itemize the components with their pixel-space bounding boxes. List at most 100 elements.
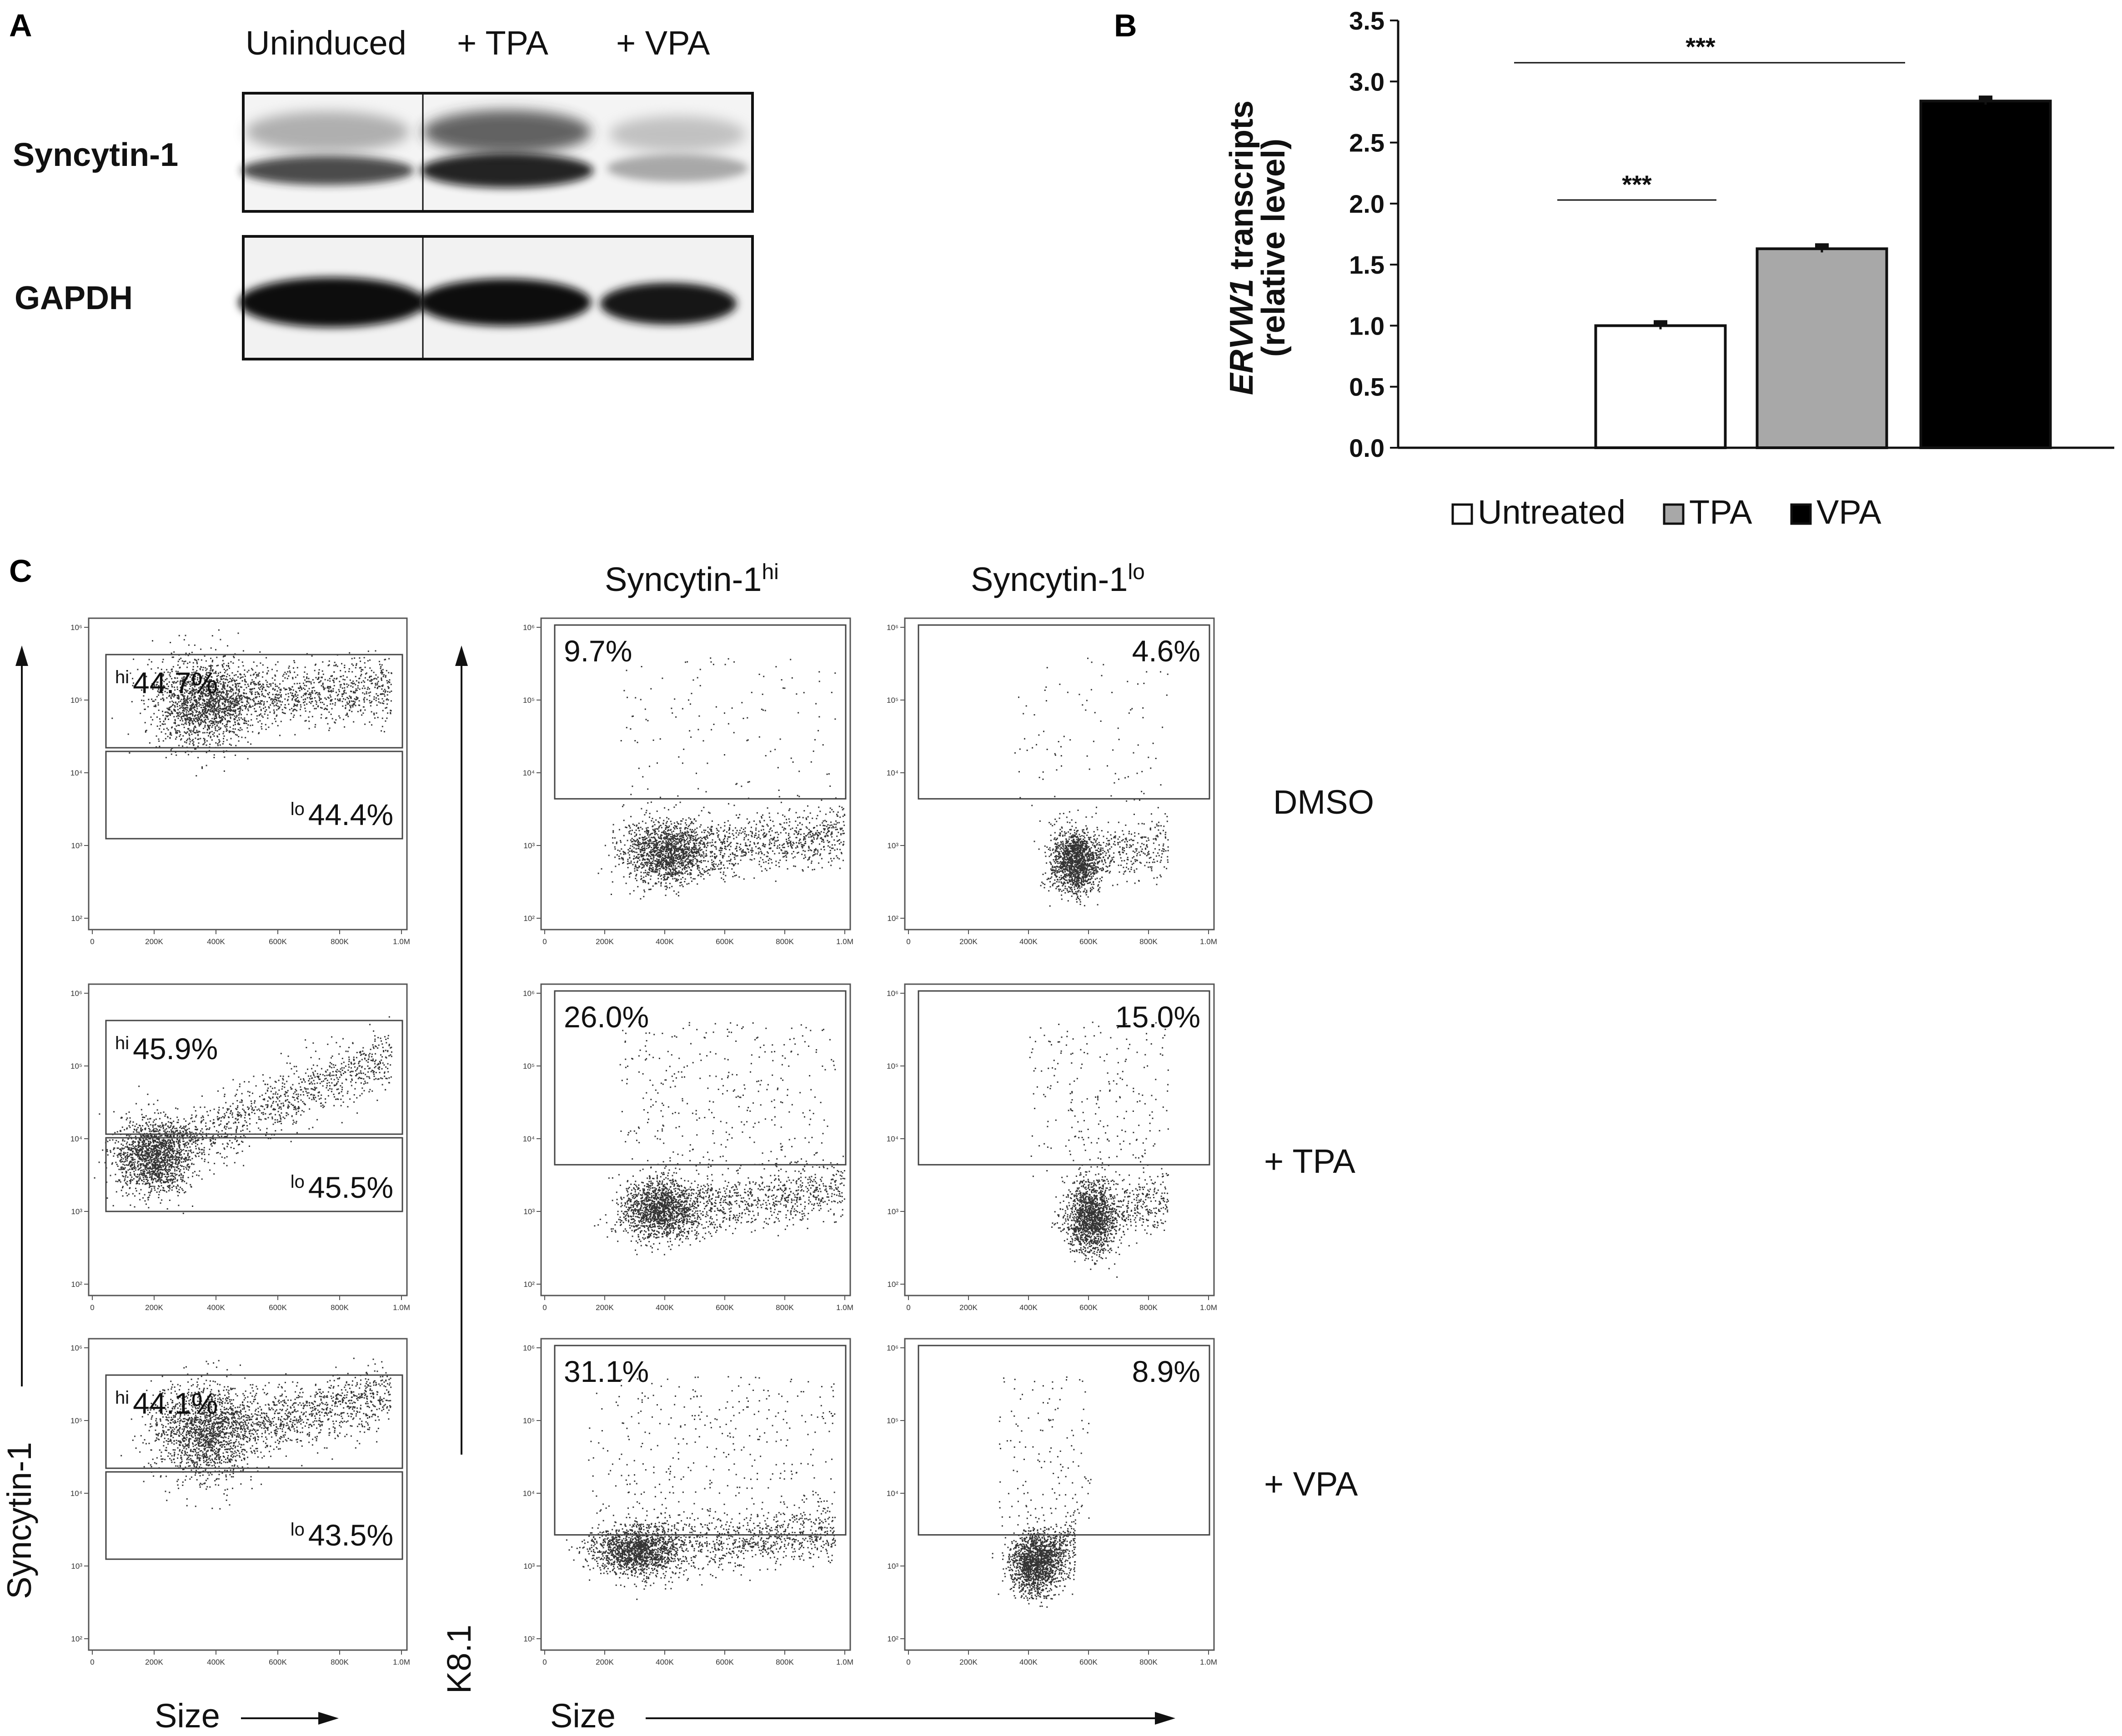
y-tick-label: 10³ bbox=[523, 841, 535, 850]
gate-k81-percentage: 26.0% bbox=[564, 1000, 649, 1034]
x-tick-label: 800K bbox=[776, 937, 794, 946]
scatter-points bbox=[1029, 1021, 1169, 1278]
x-tick-label: 1.0M bbox=[393, 937, 410, 946]
x-tick-label: 800K bbox=[331, 1303, 349, 1312]
x-tick-label: 400K bbox=[207, 1303, 225, 1312]
row-label-tpa: + TPA bbox=[1264, 1142, 1356, 1180]
sig-label-untreated-tpa: *** bbox=[1622, 170, 1652, 199]
x-tick-label: 600K bbox=[1079, 1303, 1098, 1312]
y-tick-label: 10⁴ bbox=[523, 1135, 535, 1143]
gate-k81-positive bbox=[918, 990, 1210, 1166]
gate-k81-positive bbox=[554, 990, 847, 1166]
x-tick-label: 800K bbox=[1139, 1658, 1158, 1666]
col-title-syncytin-lo: Syncytin-1lo bbox=[971, 560, 1145, 598]
y-tick-label: 10⁵ bbox=[887, 1062, 898, 1071]
y-tick-label: 10⁵ bbox=[523, 696, 535, 705]
y-tick-label: 10² bbox=[523, 914, 535, 923]
y-tick-label: 10² bbox=[887, 1280, 898, 1289]
y-tick-label: 10⁶ bbox=[70, 989, 82, 998]
row-label-syncytin: Syncytin-1 bbox=[13, 137, 178, 173]
x-tick-label: 0 bbox=[90, 937, 94, 946]
y-axis-label-rest: transcripts bbox=[1224, 100, 1260, 279]
x-tick-label: 1.0M bbox=[1200, 937, 1217, 946]
scatter-points bbox=[111, 629, 392, 777]
x-tick-label: 0 bbox=[906, 937, 910, 946]
y-tick-label: 10⁴ bbox=[887, 1489, 898, 1498]
bar-vpa bbox=[1919, 100, 2052, 449]
x-tick-label: 600K bbox=[269, 1303, 287, 1312]
y-tick-label: 2.5 bbox=[1349, 129, 1385, 157]
legend-swatch-tpa bbox=[1663, 503, 1685, 525]
gate-hi bbox=[105, 654, 403, 749]
y-tick-label: 3.0 bbox=[1349, 67, 1385, 96]
x-tick-label: 400K bbox=[656, 937, 674, 946]
y-tick-label: 10⁵ bbox=[523, 1416, 535, 1425]
gate-lo-value: 45.5% bbox=[308, 1171, 393, 1204]
gate-k81-positive bbox=[918, 624, 1210, 800]
gate-lo-percentage: lo 43.5% bbox=[291, 1518, 393, 1552]
y-tick-label: 10² bbox=[71, 1635, 82, 1643]
mid-x-axis-arrowhead bbox=[1155, 1712, 1175, 1725]
gapdh-blot-strip bbox=[239, 235, 754, 360]
x-tick-label: 400K bbox=[656, 1303, 674, 1312]
x-tick-label: 1.0M bbox=[836, 1303, 853, 1312]
x-tick-label: 1.0M bbox=[836, 937, 853, 946]
col-title-hi-base: Syncytin-1 bbox=[605, 560, 762, 598]
sig-label-untreated-vpa: *** bbox=[1686, 32, 1716, 61]
y-tick-label: 10² bbox=[523, 1635, 535, 1643]
gate-k81-positive bbox=[554, 1345, 847, 1536]
y-tick-label: 10³ bbox=[71, 1207, 82, 1216]
x-tick-label: 1.0M bbox=[836, 1658, 853, 1666]
y-tick-label: 10⁴ bbox=[70, 1489, 82, 1498]
gate-hi-percentage: hi 45.9% bbox=[115, 1032, 218, 1066]
legend-label-vpa: VPA bbox=[1816, 493, 1881, 531]
scatter-points bbox=[94, 1016, 392, 1214]
x-tick-label: 200K bbox=[596, 937, 614, 946]
plot-frame bbox=[88, 1338, 408, 1651]
x-tick-label: 800K bbox=[1139, 937, 1158, 946]
y-tick-label: 10² bbox=[71, 914, 82, 923]
y-tick-label: 10³ bbox=[523, 1562, 535, 1571]
y-tick-label: 10³ bbox=[887, 1562, 898, 1571]
y-tick-label: 10⁶ bbox=[887, 1344, 898, 1352]
y-tick-label: 2.0 bbox=[1349, 190, 1385, 218]
plot-frame bbox=[904, 983, 1215, 1296]
scatter-points bbox=[566, 1376, 836, 1600]
gate-hi-value: 44.1% bbox=[133, 1386, 218, 1420]
x-tick-label: 0 bbox=[542, 937, 547, 946]
gate-lo bbox=[105, 1471, 403, 1560]
col-title-lo-sup: lo bbox=[1128, 560, 1144, 584]
gate-k81-positive bbox=[554, 624, 847, 800]
x-tick-label: 0 bbox=[542, 1303, 547, 1312]
plot-frame bbox=[88, 617, 408, 931]
col-title-syncytin-hi: Syncytin-1hi bbox=[605, 560, 779, 598]
left-y-axis-arrowhead bbox=[15, 645, 28, 666]
scatter-points bbox=[597, 657, 846, 900]
legend-swatch-untreated bbox=[1451, 503, 1473, 525]
x-tick-label: 400K bbox=[1019, 937, 1038, 946]
gate-hi-value: 44.7% bbox=[133, 666, 218, 700]
plot-frame bbox=[540, 1338, 851, 1651]
mid-x-axis-label: Size bbox=[550, 1697, 616, 1735]
flow-plots: 0 200K 400K 600K 800K 1.0M 10² 10³ 10⁴ 10⁵ 10⁶ hi 44… bbox=[70, 617, 1217, 1666]
row-label-dmso: DMSO bbox=[1273, 783, 1374, 821]
legend-label-untreated: Untreated bbox=[1478, 493, 1625, 531]
x-tick-label: 600K bbox=[716, 937, 734, 946]
x-tick-label: 400K bbox=[1019, 1303, 1038, 1312]
x-tick-label: 200K bbox=[596, 1658, 614, 1666]
gate-lo bbox=[105, 1137, 403, 1212]
y-axis-label-italic: ERVW1 bbox=[1224, 279, 1260, 395]
y-tick-label: 0.5 bbox=[1349, 373, 1385, 401]
gate-hi-percentage: hi 44.7% bbox=[115, 666, 218, 700]
flow-plot-k81-lo-row-1: 0 200K 400K 600K 800K 1.0M 10² 10³ 10⁴ 10⁵ 10⁶ 4.6% bbox=[887, 617, 1217, 946]
left-x-axis-label: Size bbox=[155, 1697, 220, 1735]
col-title-hi-sup: hi bbox=[762, 560, 778, 584]
y-tick-label: 10⁵ bbox=[887, 696, 898, 705]
x-tick-label: 200K bbox=[959, 1303, 978, 1312]
y-tick-label: 1.5 bbox=[1349, 250, 1385, 279]
plot-frame bbox=[904, 1338, 1215, 1651]
gate-lo-sup: lo bbox=[291, 1520, 305, 1540]
gate-hi bbox=[105, 1020, 403, 1135]
x-tick-label: 1.0M bbox=[393, 1658, 410, 1666]
row-label-gapdh: GAPDH bbox=[15, 280, 133, 316]
